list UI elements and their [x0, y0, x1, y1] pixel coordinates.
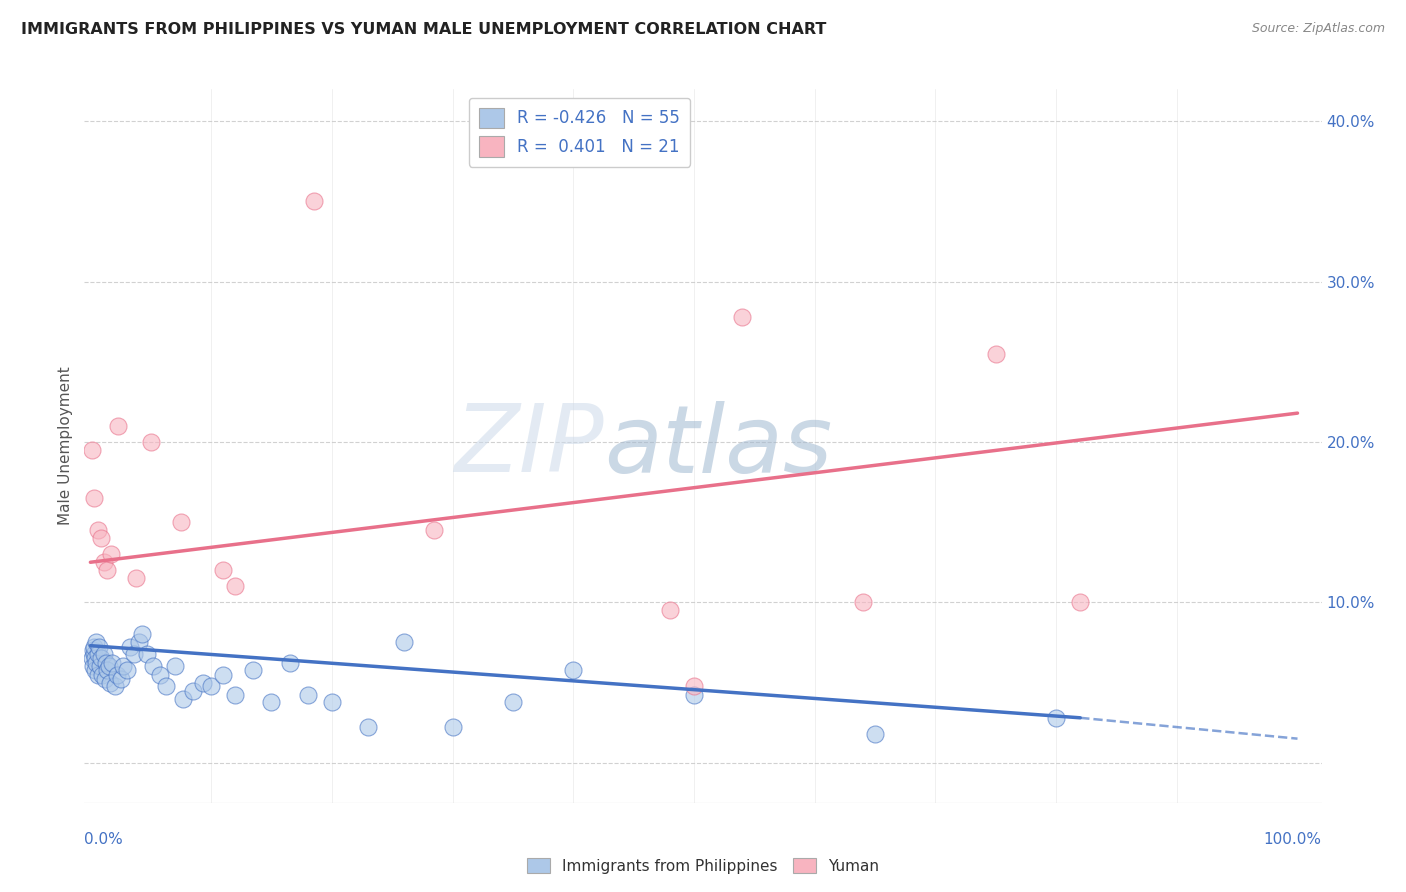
- Point: [120, 640, 142, 655]
- Point: [89, 659, 111, 673]
- Point: [731, 310, 754, 324]
- Point: [80, 442, 103, 457]
- Point: [441, 721, 464, 735]
- Point: [115, 663, 138, 677]
- Point: [96, 563, 118, 577]
- Point: [100, 547, 122, 561]
- Point: [502, 695, 524, 709]
- Point: [110, 673, 132, 687]
- Text: ZIP: ZIP: [454, 401, 605, 491]
- Point: [93, 555, 115, 569]
- Point: [321, 695, 343, 709]
- Point: [260, 695, 283, 709]
- Point: [658, 603, 681, 617]
- Point: [122, 647, 145, 661]
- Y-axis label: Male Unemployment: Male Unemployment: [58, 367, 73, 525]
- Point: [181, 683, 204, 698]
- Point: [562, 663, 585, 677]
- Point: [224, 579, 246, 593]
- Point: [297, 689, 319, 703]
- Point: [94, 657, 117, 671]
- Legend: R = -0.426   N = 55, R =  0.401   N = 21: R = -0.426 N = 55, R = 0.401 N = 21: [468, 97, 690, 167]
- Point: [84, 663, 107, 677]
- Point: [984, 347, 1007, 361]
- Point: [163, 659, 186, 673]
- Point: [212, 667, 235, 681]
- Point: [149, 667, 172, 681]
- Point: [423, 523, 446, 537]
- Point: [1069, 595, 1091, 609]
- Point: [357, 721, 380, 735]
- Point: [142, 659, 165, 673]
- Point: [80, 651, 103, 665]
- Point: [170, 515, 193, 529]
- Point: [87, 640, 110, 655]
- Text: Source: ZipAtlas.com: Source: ZipAtlas.com: [1251, 22, 1385, 36]
- Point: [90, 531, 112, 545]
- Point: [191, 675, 214, 690]
- Point: [212, 563, 235, 577]
- Point: [302, 194, 325, 209]
- Point: [111, 659, 134, 673]
- Point: [91, 667, 114, 681]
- Text: 0.0%: 0.0%: [84, 831, 124, 847]
- Point: [83, 491, 105, 505]
- Point: [863, 727, 886, 741]
- Point: [125, 571, 148, 585]
- Legend: Immigrants from Philippines, Yuman: Immigrants from Philippines, Yuman: [520, 852, 886, 880]
- Point: [90, 651, 112, 665]
- Point: [96, 663, 118, 677]
- Point: [852, 595, 875, 609]
- Point: [94, 673, 117, 687]
- Point: [83, 647, 105, 661]
- Point: [172, 691, 194, 706]
- Point: [683, 689, 706, 703]
- Point: [105, 667, 128, 681]
- Point: [82, 659, 104, 673]
- Point: [86, 635, 108, 649]
- Point: [131, 627, 153, 641]
- Point: [394, 635, 416, 649]
- Point: [139, 435, 162, 450]
- Point: [93, 647, 115, 661]
- Text: 100.0%: 100.0%: [1264, 831, 1322, 847]
- Point: [1045, 711, 1067, 725]
- Text: atlas: atlas: [605, 401, 832, 491]
- Point: [278, 657, 301, 671]
- Point: [101, 657, 124, 671]
- Point: [107, 419, 129, 434]
- Point: [86, 523, 108, 537]
- Point: [128, 635, 150, 649]
- Point: [683, 679, 706, 693]
- Point: [86, 657, 108, 671]
- Point: [83, 640, 105, 655]
- Point: [82, 643, 104, 657]
- Point: [155, 679, 177, 693]
- Point: [103, 679, 125, 693]
- Text: IMMIGRANTS FROM PHILIPPINES VS YUMAN MALE UNEMPLOYMENT CORRELATION CHART: IMMIGRANTS FROM PHILIPPINES VS YUMAN MAL…: [21, 22, 827, 37]
- Point: [98, 675, 121, 690]
- Point: [86, 667, 108, 681]
- Point: [136, 647, 159, 661]
- Point: [84, 651, 107, 665]
- Point: [242, 663, 264, 677]
- Point: [86, 647, 108, 661]
- Point: [200, 679, 222, 693]
- Point: [97, 659, 120, 673]
- Point: [224, 689, 246, 703]
